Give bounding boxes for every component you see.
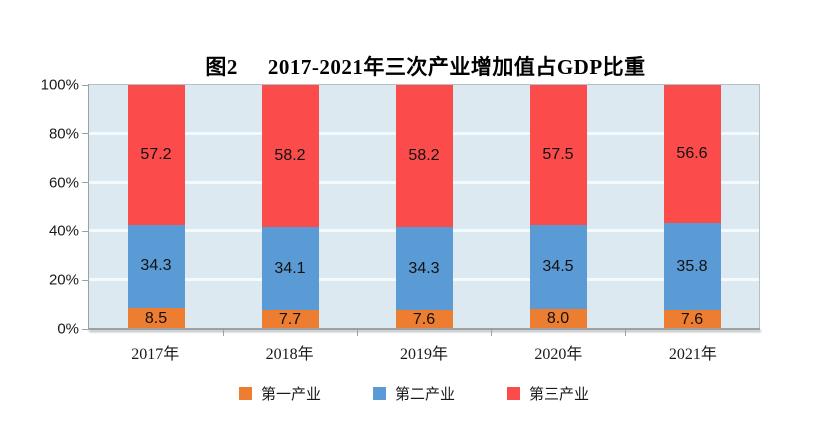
bar-value-label: 8.5	[144, 309, 168, 327]
bar-segment: 56.6	[663, 85, 721, 224]
bar-segment: 34.3	[127, 224, 185, 309]
bar-value-label: 7.6	[412, 310, 436, 328]
bar-value-label: 34.5	[542, 258, 574, 276]
bar-value-label: 58.2	[274, 147, 306, 165]
y-tick-label: 60%	[48, 174, 79, 192]
y-axis-tick	[82, 328, 88, 330]
bar-column: 8.5 34.3 57.2	[89, 85, 223, 329]
plot-region: 8.5 34.3 57.2 7.7 34.1 58.2 7.6 34.3 58.2 8.0 34.5…	[41, 77, 760, 363]
x-tick-label: 2020年	[534, 346, 583, 363]
bar-value-label: 8.0	[546, 310, 570, 328]
y-axis-tick	[82, 84, 88, 86]
bar-segment: 58.2	[395, 85, 453, 227]
bar-value-label: 34.3	[408, 259, 440, 277]
bar-column: 8.0 34.5 57.5	[491, 85, 625, 329]
y-axis-tick	[82, 182, 88, 184]
legend-swatch	[238, 387, 252, 400]
legend: 第一产业 第二产业 第三产业	[0, 383, 828, 404]
x-axis-labels: 2017年 2018年 2019年 2020年 2021年	[88, 340, 760, 364]
legend-item: 第三产业	[507, 383, 589, 404]
bar-value-label: 35.8	[676, 257, 708, 275]
bar-segment: 8.5	[127, 308, 185, 329]
y-axis-tick	[82, 133, 88, 135]
bar-value-label: 58.2	[408, 146, 440, 164]
x-axis-tick	[357, 330, 358, 336]
bar-value-label: 7.7	[278, 310, 302, 328]
x-tick-label: 2019年	[400, 346, 449, 363]
legend-label: 第一产业	[260, 387, 321, 403]
x-tick-label: 2021年	[668, 346, 717, 363]
bars-group: 8.5 34.3 57.2 7.7 34.1 58.2 7.6 34.3 58.2 8.0 34.5…	[89, 85, 759, 329]
bar-column: 7.7 34.1 58.2	[223, 85, 357, 329]
bar-column: 7.6 35.8 56.6	[625, 85, 759, 329]
y-axis-line	[88, 84, 89, 330]
x-axis-tick	[625, 330, 626, 336]
bar-segment: 7.6	[395, 310, 453, 329]
y-tick-label: 80%	[48, 125, 79, 143]
bar-value-label: 34.3	[140, 257, 172, 275]
bar-segment: 57.2	[127, 85, 185, 225]
legend-label: 第三产业	[529, 387, 590, 403]
legend-swatch	[372, 387, 386, 400]
legend-label: 第二产业	[394, 387, 455, 403]
bar-segment: 7.6	[663, 310, 721, 329]
bar-segment: 8.0	[529, 309, 587, 329]
x-tick-label: 2017年	[131, 346, 180, 363]
y-tick-label: 40%	[48, 222, 79, 240]
y-tick-label: 0%	[57, 320, 79, 338]
legend-swatch	[507, 387, 520, 400]
bar-value-label: 56.6	[676, 145, 708, 163]
chart-title-prefix: 图2	[205, 55, 238, 79]
bar-segment: 35.8	[663, 223, 721, 311]
x-axis-line	[88, 328, 760, 330]
bar-segment: 7.7	[261, 310, 319, 329]
y-axis-tick	[82, 230, 88, 232]
legend-item: 第一产业	[238, 383, 321, 404]
y-axis-tick	[82, 279, 88, 281]
chart-title-text: 2017-2021年三次产业增加值占GDP比重	[267, 55, 646, 79]
x-tick-label: 2018年	[265, 346, 314, 363]
chart-title: 图2 2017-2021年三次产业增加值占GDP比重	[0, 26, 828, 106]
bar-column: 7.6 34.3 58.2	[357, 85, 491, 329]
legend-item: 第二产业	[372, 383, 455, 404]
bar-segment: 58.2	[261, 85, 319, 228]
x-axis-tick	[491, 330, 492, 336]
y-tick-label: 100%	[40, 76, 79, 94]
bar-segment: 34.3	[395, 226, 453, 311]
bar-value-label: 57.5	[542, 146, 574, 164]
x-axis-tick	[223, 330, 224, 336]
plot-area: 8.5 34.3 57.2 7.7 34.1 58.2 7.6 34.3 58.2 8.0 34.5…	[41, 77, 760, 338]
bar-segment: 57.5	[529, 85, 587, 226]
bar-value-label: 57.2	[140, 145, 172, 163]
bar-value-label: 34.1	[274, 259, 306, 277]
y-tick-label: 20%	[48, 271, 79, 289]
bar-segment: 34.5	[529, 225, 587, 310]
bar-segment: 34.1	[261, 227, 319, 311]
bar-value-label: 7.6	[680, 310, 704, 328]
